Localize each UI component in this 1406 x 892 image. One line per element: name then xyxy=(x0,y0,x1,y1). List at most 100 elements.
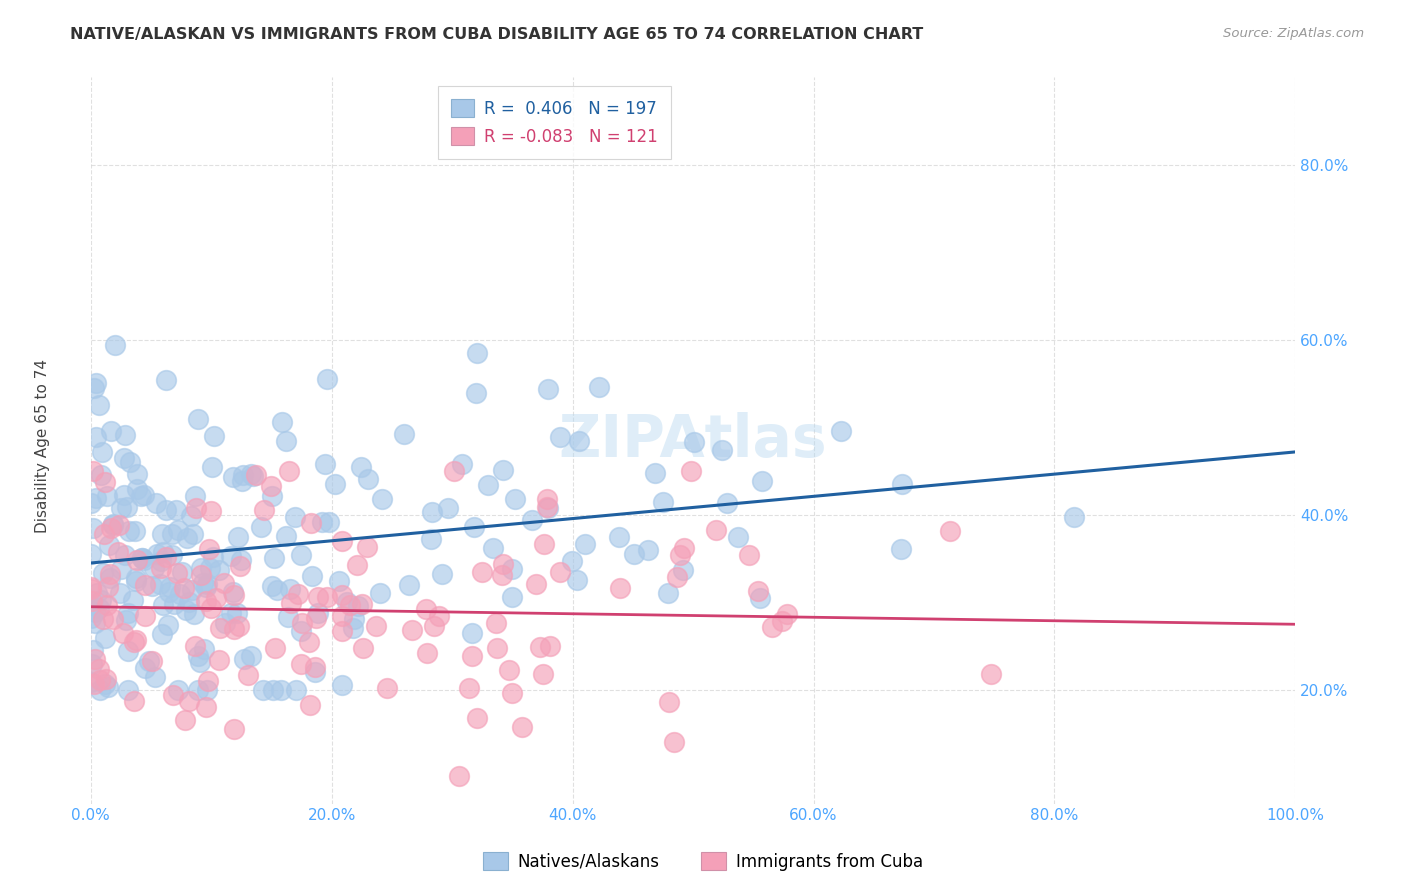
Point xyxy=(533,667,555,681)
Point xyxy=(666,569,689,583)
Point xyxy=(195,682,218,697)
Point xyxy=(108,518,131,533)
Point xyxy=(157,618,180,632)
Point xyxy=(114,549,136,563)
Point xyxy=(673,541,696,556)
Point xyxy=(201,460,224,475)
Point xyxy=(125,571,148,585)
Point xyxy=(492,558,515,572)
Point xyxy=(129,489,152,503)
Point xyxy=(226,530,249,544)
Point xyxy=(277,610,299,624)
Point xyxy=(427,608,450,623)
Point xyxy=(80,580,103,594)
Point xyxy=(228,619,250,633)
Point xyxy=(276,434,298,448)
Point xyxy=(464,386,486,401)
Point xyxy=(449,769,471,783)
Point xyxy=(117,606,139,620)
Point xyxy=(644,467,666,481)
Point xyxy=(83,605,105,619)
Point xyxy=(160,527,183,541)
Point xyxy=(97,580,120,594)
Point xyxy=(830,424,852,438)
Point xyxy=(420,532,443,546)
Point xyxy=(550,565,572,579)
Point xyxy=(609,530,631,544)
Point xyxy=(89,682,111,697)
Point xyxy=(145,496,167,510)
Point xyxy=(236,667,259,681)
Point xyxy=(180,509,202,524)
Point xyxy=(249,520,271,534)
Point xyxy=(423,618,446,632)
Point xyxy=(89,662,111,676)
Point xyxy=(80,496,103,510)
Point xyxy=(87,600,110,615)
Point xyxy=(80,674,103,689)
Point xyxy=(567,573,589,587)
Point xyxy=(125,553,148,567)
Point xyxy=(588,380,610,394)
Point xyxy=(307,590,329,604)
Point xyxy=(114,428,136,442)
Point xyxy=(364,618,387,632)
Point xyxy=(125,632,148,647)
Point xyxy=(122,694,145,708)
Point xyxy=(536,492,558,507)
Point xyxy=(94,631,117,645)
Point xyxy=(200,504,222,518)
Point xyxy=(315,590,337,604)
Point xyxy=(166,523,188,537)
Point xyxy=(198,541,221,556)
Point xyxy=(214,616,236,631)
Point xyxy=(375,681,398,696)
Point xyxy=(239,648,262,663)
Point xyxy=(166,566,188,581)
Point xyxy=(330,589,353,603)
Point xyxy=(463,520,485,534)
Point xyxy=(112,488,135,502)
Point xyxy=(270,416,292,430)
Point xyxy=(520,512,543,526)
Point xyxy=(115,613,138,627)
Point xyxy=(82,643,104,657)
Point xyxy=(311,516,333,530)
Point xyxy=(89,673,111,687)
Point xyxy=(290,657,312,671)
Point xyxy=(352,640,374,655)
Point xyxy=(336,595,359,609)
Point xyxy=(291,616,314,631)
Point xyxy=(79,547,101,561)
Point xyxy=(420,505,443,519)
Point xyxy=(93,527,115,541)
Point xyxy=(277,464,299,478)
Point xyxy=(318,515,340,529)
Point xyxy=(561,554,583,568)
Point xyxy=(195,700,218,714)
Point xyxy=(308,606,330,620)
Point xyxy=(174,603,197,617)
Point xyxy=(461,649,484,664)
Point xyxy=(471,565,494,579)
Legend: Natives/Alaskans, Immigrants from Cuba: Natives/Alaskans, Immigrants from Cuba xyxy=(474,844,932,880)
Point xyxy=(122,634,145,648)
Point xyxy=(125,467,148,481)
Point xyxy=(290,549,312,563)
Text: NATIVE/ALASKAN VS IMMIGRANTS FROM CUBA DISABILITY AGE 65 TO 74 CORRELATION CHART: NATIVE/ALASKAN VS IMMIGRANTS FROM CUBA D… xyxy=(70,27,924,42)
Point xyxy=(681,464,703,478)
Point xyxy=(90,444,112,458)
Point xyxy=(457,681,479,695)
Point xyxy=(416,646,439,660)
Point xyxy=(191,576,214,591)
Point xyxy=(253,503,276,517)
Point xyxy=(131,550,153,565)
Point xyxy=(669,548,692,562)
Point xyxy=(222,470,245,484)
Point xyxy=(304,665,326,680)
Point xyxy=(141,654,163,668)
Point xyxy=(117,682,139,697)
Point xyxy=(86,586,108,600)
Point xyxy=(80,582,103,596)
Point xyxy=(749,591,772,605)
